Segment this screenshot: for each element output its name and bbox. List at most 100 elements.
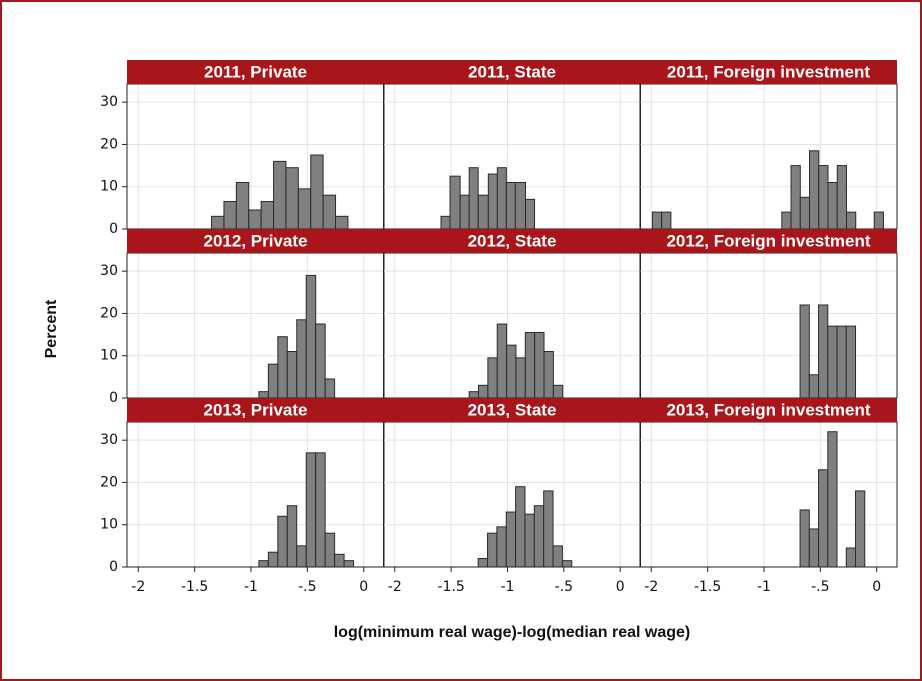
x-tick-label: -1 bbox=[501, 579, 515, 595]
bar bbox=[524, 331, 536, 399]
bar bbox=[533, 505, 545, 568]
bar bbox=[487, 532, 498, 568]
bar bbox=[873, 211, 884, 230]
bar bbox=[267, 551, 279, 568]
x-tick-label: -.5 bbox=[555, 579, 573, 595]
panel-title: 2013, State bbox=[468, 400, 557, 419]
x-tick-label: -1.5 bbox=[181, 579, 208, 595]
x-tick-label: 0 bbox=[616, 579, 625, 595]
bar bbox=[315, 323, 326, 399]
bar bbox=[277, 336, 288, 399]
panel-title: 2011, Foreign investment bbox=[667, 62, 870, 81]
panel-header bbox=[383, 398, 641, 422]
bar bbox=[799, 304, 810, 399]
bar bbox=[827, 431, 838, 568]
x-tick-label: -1.5 bbox=[694, 579, 721, 595]
panel-title: 2011, Private bbox=[204, 62, 307, 81]
y-tick-label: 0 bbox=[109, 221, 118, 237]
bar bbox=[505, 511, 517, 568]
bar bbox=[235, 181, 250, 230]
panel-header bbox=[383, 60, 641, 84]
bar bbox=[661, 211, 672, 230]
bar bbox=[836, 165, 848, 230]
bar bbox=[836, 325, 847, 399]
panel-header bbox=[127, 60, 384, 84]
bar bbox=[459, 194, 470, 230]
y-axis-label: Percent bbox=[43, 299, 60, 358]
panel-header bbox=[127, 398, 384, 422]
bar bbox=[818, 469, 829, 568]
y-tick-label: 20 bbox=[100, 474, 118, 490]
bar bbox=[305, 452, 317, 568]
bar bbox=[334, 553, 345, 568]
bar bbox=[297, 188, 312, 230]
bar bbox=[525, 198, 536, 230]
bar bbox=[477, 194, 489, 230]
bar bbox=[543, 490, 554, 568]
y-tick-label: 0 bbox=[109, 390, 118, 406]
panel-header bbox=[127, 229, 384, 253]
bar bbox=[468, 391, 480, 399]
bar bbox=[335, 215, 349, 230]
x-axis-label: log(minimum real wage)-log(median real w… bbox=[334, 624, 691, 641]
bar bbox=[846, 211, 857, 230]
bar bbox=[324, 532, 336, 568]
x-tick-label: 0 bbox=[872, 579, 881, 595]
bar bbox=[343, 560, 355, 568]
y-tick-label: 20 bbox=[100, 136, 118, 152]
bar bbox=[524, 513, 535, 568]
x-tick-label: -1 bbox=[244, 579, 258, 595]
bar bbox=[514, 181, 527, 230]
y-tick-label: 20 bbox=[100, 305, 118, 321]
bar bbox=[223, 201, 237, 230]
panel-header bbox=[640, 60, 897, 84]
bar bbox=[799, 509, 810, 568]
bar bbox=[496, 526, 507, 568]
bar bbox=[496, 323, 508, 399]
y-tick-label: 30 bbox=[100, 94, 118, 110]
bar bbox=[449, 175, 461, 230]
bar bbox=[505, 181, 516, 230]
bar bbox=[534, 331, 545, 399]
bar bbox=[818, 165, 829, 230]
y-tick-label: 10 bbox=[100, 179, 118, 195]
bar bbox=[487, 173, 498, 230]
panel-title: 2011, State bbox=[468, 62, 556, 81]
bar bbox=[799, 196, 811, 230]
bar bbox=[440, 215, 451, 230]
bar bbox=[487, 357, 498, 399]
bar bbox=[296, 319, 307, 399]
bar bbox=[552, 545, 563, 568]
bar bbox=[258, 391, 269, 399]
panel-header bbox=[640, 398, 897, 422]
bar bbox=[296, 545, 307, 568]
bar bbox=[845, 325, 857, 399]
bar bbox=[324, 378, 336, 399]
bar bbox=[651, 211, 663, 230]
bar bbox=[809, 150, 820, 230]
bar bbox=[506, 344, 517, 399]
bar bbox=[515, 357, 526, 399]
panel-header bbox=[383, 229, 641, 253]
bar bbox=[310, 154, 324, 230]
bar bbox=[305, 274, 317, 399]
x-tick-label: -.5 bbox=[811, 579, 829, 595]
y-tick-label: 30 bbox=[100, 432, 118, 448]
bar bbox=[211, 215, 225, 230]
bar bbox=[781, 211, 792, 230]
bar bbox=[845, 547, 857, 568]
bar bbox=[855, 490, 866, 568]
bar bbox=[808, 374, 820, 399]
y-tick-label: 10 bbox=[100, 348, 118, 364]
bar bbox=[478, 384, 489, 399]
x-tick-label: 0 bbox=[359, 579, 368, 595]
bar bbox=[808, 528, 820, 568]
bar bbox=[515, 486, 526, 568]
x-tick-label: -2 bbox=[131, 579, 145, 595]
bar bbox=[790, 165, 801, 230]
bar bbox=[543, 350, 554, 399]
bar bbox=[286, 505, 298, 568]
x-tick-label: -2 bbox=[388, 579, 402, 595]
panel-header bbox=[640, 229, 897, 253]
bar bbox=[561, 560, 573, 568]
